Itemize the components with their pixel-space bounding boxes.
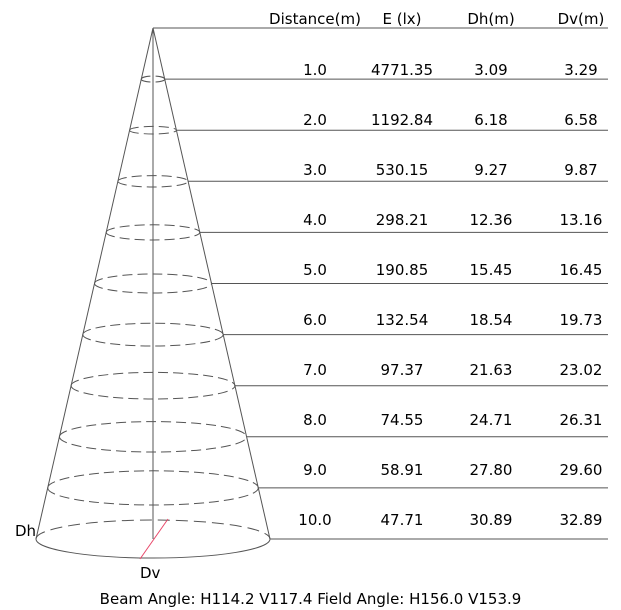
cell-distance: 7.0: [303, 361, 327, 379]
cell-distance: 9.0: [303, 461, 327, 479]
header-distance: Distance(m): [269, 10, 361, 28]
cell-distance: 6.0: [303, 311, 327, 329]
ellipse-back-2: [129, 125, 177, 131]
ellipse-front-10: [35, 538, 271, 559]
ellipse-front-2: [129, 129, 177, 135]
ellipse-back-7: [70, 371, 236, 386]
dv-indicator-line: [139, 518, 169, 560]
header-dv: Dv(m): [557, 10, 605, 28]
cell-dv: 13.16: [559, 211, 603, 229]
ellipse-back-1: [140, 75, 166, 80]
cell-dh: 18.54: [469, 311, 513, 329]
header-dh: Dh(m): [467, 10, 515, 28]
cell-illuminance: 530.15: [375, 161, 429, 179]
cell-illuminance: 298.21: [375, 211, 429, 229]
ellipse-front-8: [58, 436, 248, 453]
cell-dv: 19.73: [559, 311, 603, 329]
cell-dh: 30.89: [469, 511, 513, 529]
dv-label: Dv: [140, 564, 161, 582]
cell-dh: 24.71: [469, 411, 513, 429]
ellipse-back-9: [47, 470, 259, 488]
ellipse-back-6: [82, 322, 224, 335]
ellipse-front-1: [140, 78, 166, 83]
ellipse-back-5: [94, 273, 212, 284]
ellipse-front-9: [47, 487, 259, 506]
ellipse-front-4: [105, 232, 201, 241]
cell-dv: 3.29: [564, 61, 598, 79]
cell-illuminance: 97.37: [380, 361, 424, 379]
cell-dv: 29.60: [559, 461, 603, 479]
cell-dh: 9.27: [474, 161, 508, 179]
cell-distance: 10.0: [298, 511, 332, 529]
cell-dh: 15.45: [469, 261, 513, 279]
cell-dv: 9.87: [564, 161, 598, 179]
ellipse-back-3: [117, 175, 189, 182]
cell-distance: 2.0: [303, 111, 327, 129]
cell-illuminance: 4771.35: [370, 61, 434, 79]
cell-distance: 1.0: [303, 61, 327, 79]
cell-dv: 16.45: [559, 261, 603, 279]
cell-illuminance: 74.55: [380, 411, 424, 429]
cell-dv: 26.31: [559, 411, 603, 429]
ellipse-back-8: [58, 421, 248, 437]
cell-illuminance: 47.71: [380, 511, 424, 529]
ellipse-front-6: [82, 334, 224, 347]
cell-illuminance: 132.54: [375, 311, 429, 329]
dh-label: Dh: [15, 522, 37, 540]
ellipse-front-7: [70, 385, 236, 400]
cell-dv: 23.02: [559, 361, 603, 379]
cell-illuminance: 1192.84: [370, 111, 434, 129]
cell-dh: 12.36: [469, 211, 513, 229]
header-illuminance: E (lx): [382, 10, 422, 28]
ellipse-back-4: [105, 224, 201, 233]
ellipse-front-5: [94, 283, 212, 294]
cell-distance: 4.0: [303, 211, 327, 229]
cell-dh: 27.80: [469, 461, 513, 479]
cell-illuminance: 58.91: [380, 461, 424, 479]
cell-dv: 6.58: [564, 111, 598, 129]
cell-dh: 21.63: [469, 361, 513, 379]
ellipse-front-3: [117, 181, 189, 188]
cell-distance: 8.0: [303, 411, 327, 429]
cell-distance: 5.0: [303, 261, 327, 279]
cell-dh: 6.18: [474, 111, 508, 129]
cell-illuminance: 190.85: [375, 261, 429, 279]
cell-dv: 32.89: [559, 511, 603, 529]
beam-angle-footer: Beam Angle: H114.2 V117.4 Field Angle: H…: [99, 590, 522, 608]
cell-dh: 3.09: [474, 61, 508, 79]
cell-distance: 3.0: [303, 161, 327, 179]
ellipse-back-10: [35, 519, 271, 540]
